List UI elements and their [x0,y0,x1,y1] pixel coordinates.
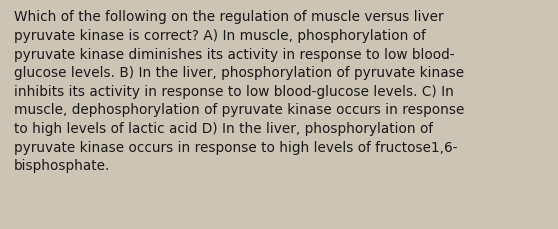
Text: Which of the following on the regulation of muscle versus liver
pyruvate kinase : Which of the following on the regulation… [14,10,464,173]
